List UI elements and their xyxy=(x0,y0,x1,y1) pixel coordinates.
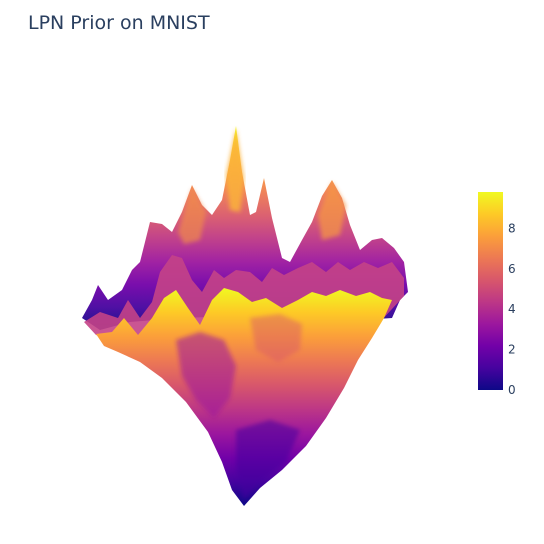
surface-peak-highlight xyxy=(318,182,346,240)
colorbar-tick-label: 4 xyxy=(508,302,516,316)
colorbar-ticks: 0 2 4 6 8 xyxy=(508,221,516,397)
colorbar-tick-label: 0 xyxy=(508,383,516,397)
colorbar-gradient xyxy=(478,192,503,390)
surface-peak-highlight xyxy=(226,128,244,212)
colorbar: 0 2 4 6 8 xyxy=(478,192,516,397)
surface-front-face xyxy=(96,288,392,506)
surface-peak-highlight xyxy=(178,188,206,244)
chart-title: LPN Prior on MNIST xyxy=(28,12,210,34)
colorbar-tick-label: 6 xyxy=(508,262,516,276)
surface-inner-shade xyxy=(250,314,302,362)
colorbar-tick-label: 8 xyxy=(508,221,516,235)
surface-inner-shade xyxy=(176,332,236,418)
surface-inner-shade xyxy=(236,420,300,500)
colorbar-tick-label: 2 xyxy=(508,343,516,357)
